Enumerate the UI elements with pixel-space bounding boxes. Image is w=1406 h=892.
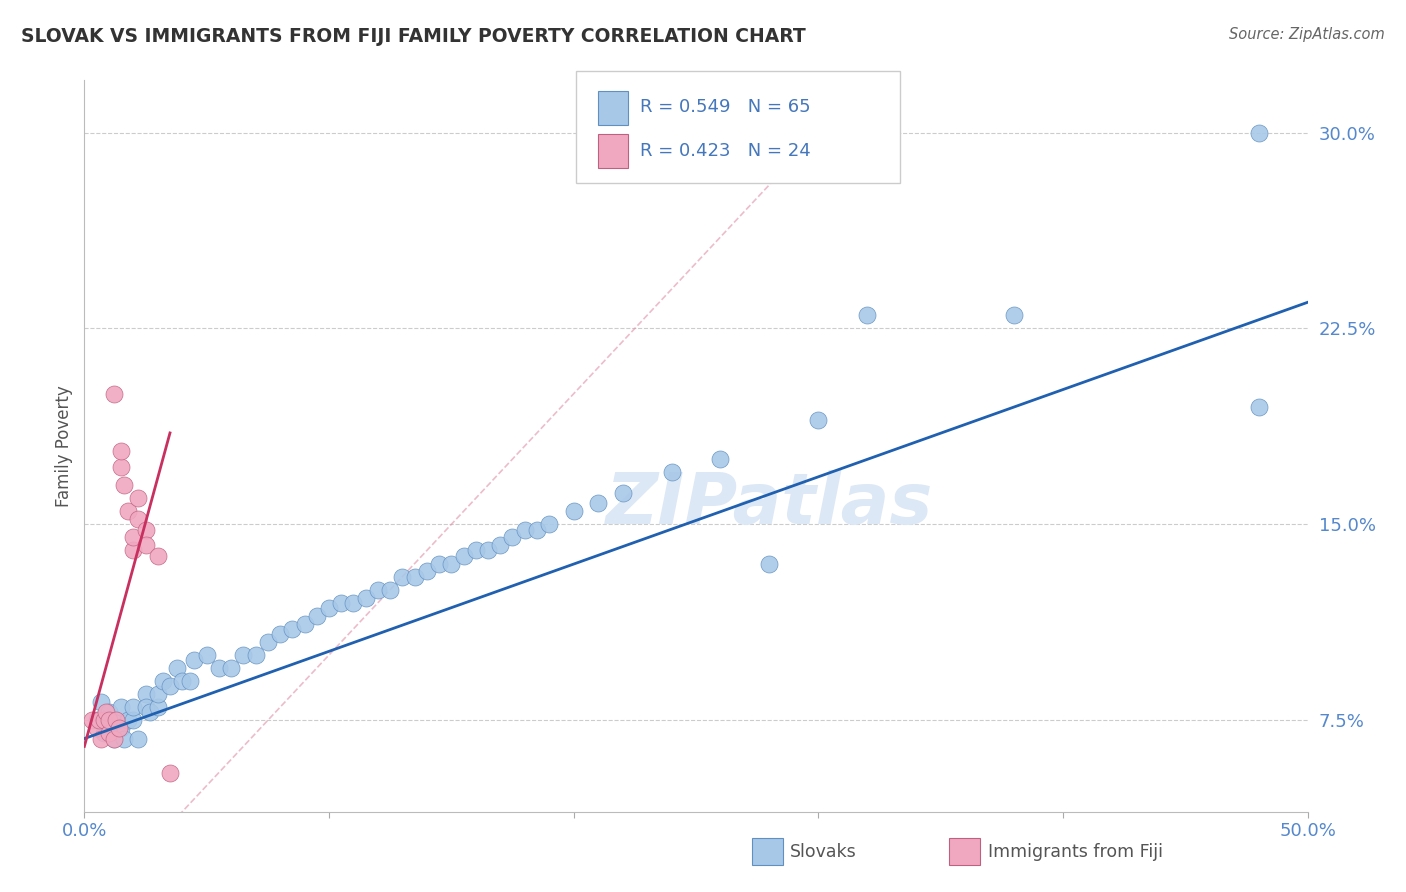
Point [105,714,128,728]
Point [97,706,120,720]
Y-axis label: Family Poverty: Family Poverty [55,385,73,507]
Point [110,444,132,458]
Point [103,386,125,401]
Point [110,459,132,474]
Point [416,565,439,579]
Point [183,653,205,667]
Point [380,582,402,597]
Point [146,549,169,563]
Point [195,648,218,662]
Point [127,491,149,506]
Point [391,569,413,583]
Point [135,700,157,714]
Point [117,714,139,728]
Point [586,496,609,510]
Point [294,616,316,631]
Point [135,523,157,537]
Point [86,721,108,735]
Point [208,661,231,675]
Point [318,601,340,615]
Point [97,721,120,735]
Point [112,478,135,492]
Point [86,714,108,728]
Point [427,557,450,571]
Text: SLOVAK VS IMMIGRANTS FROM FIJI FAMILY POVERTY CORRELATION CHART: SLOVAK VS IMMIGRANTS FROM FIJI FAMILY PO… [21,27,806,45]
Point [87,714,110,728]
Point [464,543,486,558]
Text: Slovaks: Slovaks [790,843,856,861]
Point [404,569,426,583]
Point [103,731,125,746]
Point [219,661,242,675]
Point [281,622,304,636]
Point [90,695,112,709]
Point [146,687,169,701]
Point [245,648,267,662]
Point [1247,126,1270,140]
Point [562,504,585,518]
Text: R = 0.423   N = 24: R = 0.423 N = 24 [640,142,810,160]
Point [709,452,731,467]
Point [110,700,132,714]
Point [159,679,181,693]
Point [367,582,389,597]
Point [807,413,830,427]
Point [152,674,174,689]
Point [122,700,145,714]
Text: Source: ZipAtlas.com: Source: ZipAtlas.com [1229,27,1385,42]
Point [477,543,499,558]
Point [440,557,463,571]
Point [489,538,512,552]
Point [122,530,145,544]
Point [612,486,634,500]
Point [107,721,129,735]
Point [758,557,780,571]
Point [159,765,181,780]
Text: R = 0.549   N = 65: R = 0.549 N = 65 [640,98,810,116]
Point [105,714,128,728]
Point [122,543,145,558]
Point [513,523,536,537]
Point [538,517,561,532]
Point [305,608,328,623]
Point [139,706,162,720]
Point [453,549,475,563]
Point [146,700,169,714]
Point [135,687,157,701]
Point [1247,400,1270,414]
Point [330,596,353,610]
Point [502,530,524,544]
Point [96,706,118,720]
Point [122,714,145,728]
Point [112,731,135,746]
Point [127,731,149,746]
Point [269,627,291,641]
Point [257,635,280,649]
Point [110,721,132,735]
Point [103,731,125,746]
Point [80,714,103,728]
Point [661,465,683,479]
Point [1002,309,1025,323]
Point [90,731,112,746]
Point [354,591,377,605]
Text: Immigrants from Fiji: Immigrants from Fiji [988,843,1163,861]
Point [179,674,201,689]
Point [135,538,157,552]
Point [856,309,879,323]
Point [127,512,149,526]
Point [93,714,115,728]
Point [342,596,364,610]
Point [97,726,120,740]
Text: ZIPatlas: ZIPatlas [606,470,934,539]
Point [232,648,254,662]
Point [97,714,120,728]
Point [117,504,139,518]
Point [166,661,188,675]
Point [93,726,115,740]
Point [172,674,194,689]
Point [526,523,548,537]
